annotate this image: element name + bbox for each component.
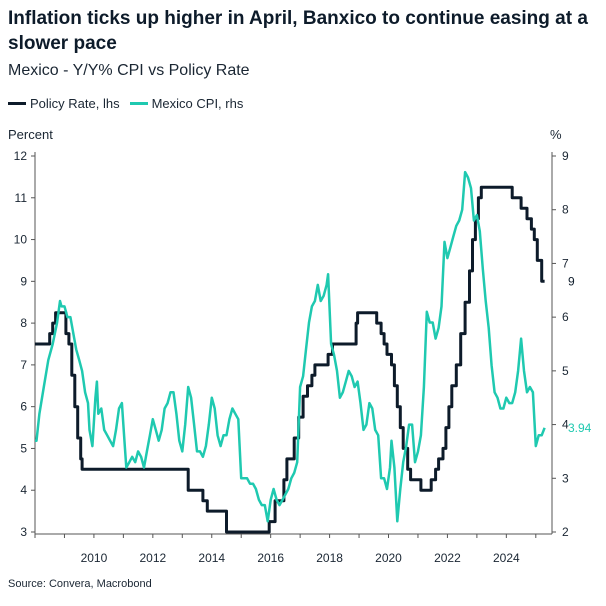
- left-tick-label: 10: [14, 233, 28, 247]
- legend-item-policy-rate: Policy Rate, lhs: [8, 96, 120, 111]
- x-tick-label: 2010: [81, 551, 108, 565]
- left-tick-label: 5: [20, 441, 27, 455]
- right-tick-label: 2: [562, 525, 569, 539]
- chart-title: Inflation ticks up higher in April, Banx…: [8, 8, 588, 54]
- left-tick-label: 12: [14, 149, 28, 163]
- x-tick-label: 2016: [257, 551, 284, 565]
- mexico-cpi-end-label: 3.94: [568, 421, 592, 435]
- legend-item-mexico-cpi: Mexico CPI, rhs: [129, 96, 244, 111]
- left-tick-label: 6: [20, 400, 27, 414]
- right-tick-label: 9: [562, 149, 569, 163]
- right-axis-title: %: [550, 127, 562, 142]
- legend-label-mexico-cpi: Mexico CPI, rhs: [151, 96, 244, 111]
- left-tick-label: 7: [20, 358, 27, 372]
- right-tick-label: 6: [562, 310, 569, 324]
- legend-label-policy-rate: Policy Rate, lhs: [30, 96, 120, 111]
- right-tick-label: 3: [562, 471, 569, 485]
- chart-subtitle: Mexico - Y/Y% CPI vs Policy Rate: [8, 62, 250, 79]
- chart-source: Source: Convera, Macrobond: [8, 578, 152, 590]
- left-tick-label: 8: [20, 316, 27, 330]
- legend-swatch-policy-rate: [8, 102, 26, 105]
- x-tick-label: 2020: [375, 551, 402, 565]
- x-tick-label: 2012: [139, 551, 166, 565]
- right-tick-label: 5: [562, 364, 569, 378]
- policy-rate-line: [35, 185, 545, 534]
- legend-swatch-mexico-cpi: [129, 102, 148, 105]
- right-tick-label: 7: [562, 256, 569, 270]
- left-axis-title: Percent: [8, 127, 53, 142]
- policy-rate-end-label: 9: [568, 274, 575, 288]
- left-tick-label: 9: [20, 274, 27, 288]
- left-tick-label: 3: [20, 525, 27, 539]
- x-tick-label: 2014: [198, 551, 225, 565]
- left-tick-label: 4: [20, 483, 27, 497]
- right-tick-label: 4: [562, 418, 569, 432]
- left-tick-label: 11: [15, 191, 28, 205]
- mexico-cpi-line: [35, 170, 546, 523]
- x-tick-label: 2018: [316, 551, 343, 565]
- x-tick-label: 2022: [434, 551, 461, 565]
- x-tick-label: 2024: [493, 551, 520, 565]
- right-tick-label: 8: [562, 203, 569, 217]
- legend: Policy Rate, lhs Mexico CPI, rhs: [8, 96, 243, 111]
